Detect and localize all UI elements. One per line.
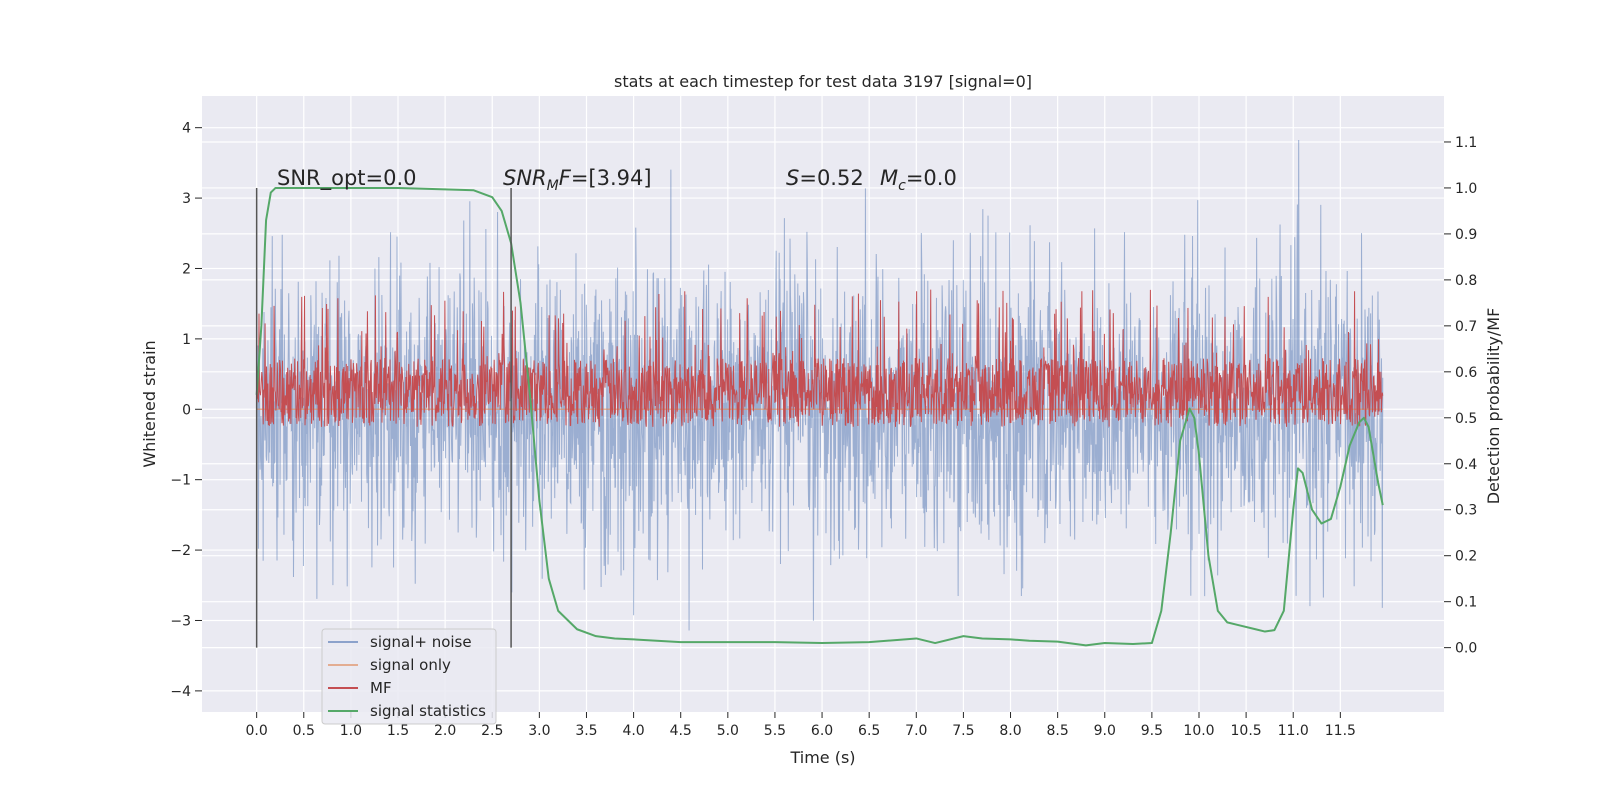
y2-tick-label: 0.8	[1455, 273, 1477, 289]
x-tick-label: 1.5	[387, 723, 409, 739]
x-tick-label: 4.5	[670, 723, 692, 739]
y2-tick-label: 0.4	[1455, 457, 1477, 473]
y2-tick-label: 0.2	[1455, 549, 1477, 565]
y2-tick-label: 0.1	[1455, 595, 1477, 611]
x-tick-label: 7.0	[905, 723, 927, 739]
x-tick-label: 2.5	[481, 723, 503, 739]
x-tick-label: 2.0	[434, 723, 456, 739]
annotation-snr-mf-symbol: SNR	[503, 166, 547, 190]
annotation-snr-mf-subscript: M	[547, 178, 559, 194]
y2-axis-ticks: 0.0 0.1 0.2 0.3 0.4 0.5 0.6 0.7 0.8 0.9 1.0 1.1	[1444, 135, 1477, 657]
x-tick-label: 4.0	[622, 723, 644, 739]
annotation-mc-value: =0.0	[906, 166, 957, 190]
series-layer	[255, 139, 1384, 647]
x-tick-label: 6.5	[858, 723, 880, 739]
y2-tick-label: 1.1	[1455, 135, 1477, 151]
x-tick-label: 9.0	[1094, 723, 1116, 739]
x-tick-label: 8.0	[999, 723, 1021, 739]
x-tick-label: 8.5	[1047, 723, 1069, 739]
legend-box	[321, 628, 497, 725]
y2-tick-label: 0.9	[1455, 227, 1477, 243]
annotation-mc-subscript: c	[898, 178, 906, 194]
y2-tick-label: 0.5	[1455, 411, 1477, 427]
y2-tick-label: 0.0	[1455, 641, 1477, 657]
annotation-s-symbol: S	[786, 166, 799, 190]
series-signal-statistics-line	[255, 186, 1384, 647]
y-tick-label: 0	[182, 402, 191, 418]
x-tick-label: 1.0	[340, 723, 362, 739]
y2-tick-label: 1.0	[1455, 181, 1477, 197]
y-tick-label: −1	[170, 473, 191, 489]
annotation-mc: Mc=0.0	[880, 166, 957, 194]
x-tick-label: 0.0	[246, 723, 268, 739]
y-tick-label: 4	[182, 121, 191, 137]
x-tick-label: 7.5	[952, 723, 974, 739]
annotation-s-value: =0.52	[799, 166, 863, 190]
annotation-snr-opt: SNR_opt=0.0	[277, 166, 417, 191]
x-tick-label: 5.0	[717, 723, 739, 739]
annotation-snr-mf: SNRMF=[3.94]	[503, 166, 652, 194]
y-tick-label: −3	[170, 613, 191, 629]
x-tick-label: 3.5	[575, 723, 597, 739]
vertical-markers	[255, 187, 512, 648]
y-axis-label: Whitened strain	[140, 340, 159, 467]
x-tick-label: 6.0	[811, 723, 833, 739]
legend-label: signal only	[370, 656, 451, 674]
x-tick-label: 0.5	[293, 723, 315, 739]
x-tick-label: 3.0	[528, 723, 550, 739]
x-tick-label: 10.0	[1183, 723, 1214, 739]
annotation-mc-symbol: M	[880, 166, 898, 190]
legend-label: signal statistics	[370, 702, 486, 720]
x-tick-label: 10.5	[1231, 723, 1262, 739]
y2-tick-label: 0.7	[1455, 319, 1477, 335]
y-tick-label: 1	[182, 332, 191, 348]
y-axis-ticks: −4 −3 −2 −1 0 1 2 3 4	[170, 121, 202, 700]
y-tick-label: −2	[170, 543, 191, 559]
y2-tick-label: 0.6	[1455, 365, 1477, 381]
x-axis-label: Time (s)	[789, 748, 855, 767]
legend: signal+ noise signal only MF signal statist…	[321, 628, 497, 725]
legend-items: signal+ noise signal only MF signal statist…	[328, 633, 486, 720]
y-tick-label: 2	[182, 261, 191, 277]
y2-tick-label: 0.3	[1455, 503, 1477, 519]
x-tick-label: 11.0	[1278, 723, 1309, 739]
legend-label: signal+ noise	[370, 633, 472, 651]
x-tick-label: 11.5	[1325, 723, 1356, 739]
x-tick-label: 5.5	[764, 723, 786, 739]
legend-label: MF	[370, 679, 392, 697]
series-mf-line	[256, 289, 1384, 427]
annotation-s: S=0.52	[786, 166, 864, 190]
y2-axis-label: Detection probability/MF	[1484, 308, 1503, 505]
annotation-snr-mf-value: =[3.94]	[571, 166, 652, 190]
y-tick-label: 3	[182, 191, 191, 207]
x-tick-label: 9.5	[1141, 723, 1163, 739]
chart-title: stats at each timestep for test data 319…	[614, 72, 1032, 91]
x-axis-ticks: 0.0 0.5 1.0 1.5 2.0 2.5 3.0 3.5 4.0 4.5 5.0 5.5 6.0 6…	[246, 712, 1356, 739]
y-tick-label: −4	[170, 684, 191, 700]
annotation-snr-mf-symbol2: F	[559, 166, 572, 190]
